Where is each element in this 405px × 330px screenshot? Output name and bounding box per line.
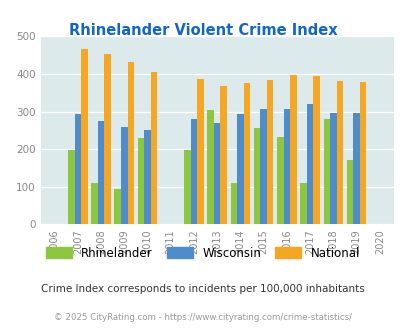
Bar bbox=[137, 138, 144, 224]
Text: Rhinelander Violent Crime Index: Rhinelander Violent Crime Index bbox=[68, 23, 337, 38]
Bar bbox=[346, 160, 352, 224]
Bar bbox=[114, 189, 121, 224]
Bar bbox=[300, 183, 306, 224]
Legend: Rhinelander, Wisconsin, National: Rhinelander, Wisconsin, National bbox=[46, 247, 359, 260]
Bar bbox=[336, 81, 342, 224]
Bar bbox=[104, 53, 111, 224]
Bar bbox=[184, 150, 190, 224]
Bar bbox=[283, 109, 290, 224]
Bar bbox=[98, 121, 104, 224]
Bar bbox=[323, 119, 329, 224]
Bar bbox=[91, 183, 98, 224]
Bar bbox=[260, 109, 266, 224]
Bar bbox=[197, 79, 203, 224]
Bar bbox=[306, 104, 313, 224]
Bar bbox=[352, 114, 359, 224]
Bar bbox=[127, 62, 134, 224]
Bar bbox=[75, 114, 81, 224]
Bar bbox=[277, 137, 283, 224]
Bar bbox=[329, 113, 336, 224]
Bar bbox=[207, 110, 213, 224]
Bar bbox=[243, 83, 249, 224]
Bar bbox=[150, 72, 157, 224]
Bar bbox=[290, 75, 296, 224]
Bar bbox=[121, 127, 127, 224]
Bar bbox=[237, 114, 243, 224]
Text: © 2025 CityRating.com - https://www.cityrating.com/crime-statistics/: © 2025 CityRating.com - https://www.city… bbox=[54, 313, 351, 322]
Bar bbox=[359, 82, 365, 224]
Bar bbox=[81, 49, 87, 224]
Bar bbox=[213, 123, 220, 224]
Bar bbox=[68, 150, 75, 224]
Bar bbox=[220, 86, 226, 224]
Bar bbox=[253, 128, 260, 224]
Bar bbox=[266, 80, 273, 224]
Text: Crime Index corresponds to incidents per 100,000 inhabitants: Crime Index corresponds to incidents per… bbox=[41, 284, 364, 294]
Bar bbox=[313, 76, 319, 224]
Bar bbox=[144, 130, 150, 224]
Bar bbox=[190, 119, 197, 224]
Bar bbox=[230, 183, 237, 224]
